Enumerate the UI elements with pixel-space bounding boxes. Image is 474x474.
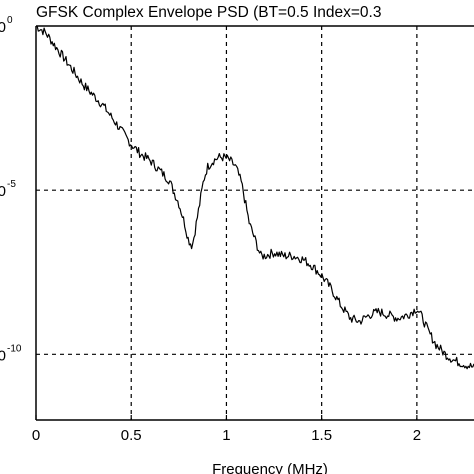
y-tick-label-base: 0 [0, 19, 6, 36]
x-tick-label: 2 [413, 427, 421, 444]
x-tick-label: 0 [32, 427, 40, 444]
x-tick-label: 0.5 [121, 427, 142, 444]
y-tick-label-exponent: -5 [7, 179, 16, 190]
y-tick-label-exponent: 0 [7, 15, 13, 26]
psd-series-line [35, 25, 474, 370]
series-group [35, 25, 474, 370]
chart-title: GFSK Complex Envelope PSD (BT=0.5 Index=… [36, 4, 381, 21]
grid-lines [36, 26, 474, 420]
y-tick-labels: 0 00 -50 -10 [0, 15, 22, 364]
x-tick-labels: 0 0.5 1 1.5 2 [32, 415, 421, 444]
plot-area [36, 26, 474, 420]
x-tick-label: 1 [222, 427, 230, 444]
y-tick-label-exponent: -10 [7, 343, 22, 354]
y-tick-label-base: 0 [0, 347, 6, 364]
x-tick-label: 1.5 [311, 427, 332, 444]
x-axis-label: Frequency (MHz) [212, 461, 328, 474]
y-tick-label-base: 0 [0, 183, 6, 200]
